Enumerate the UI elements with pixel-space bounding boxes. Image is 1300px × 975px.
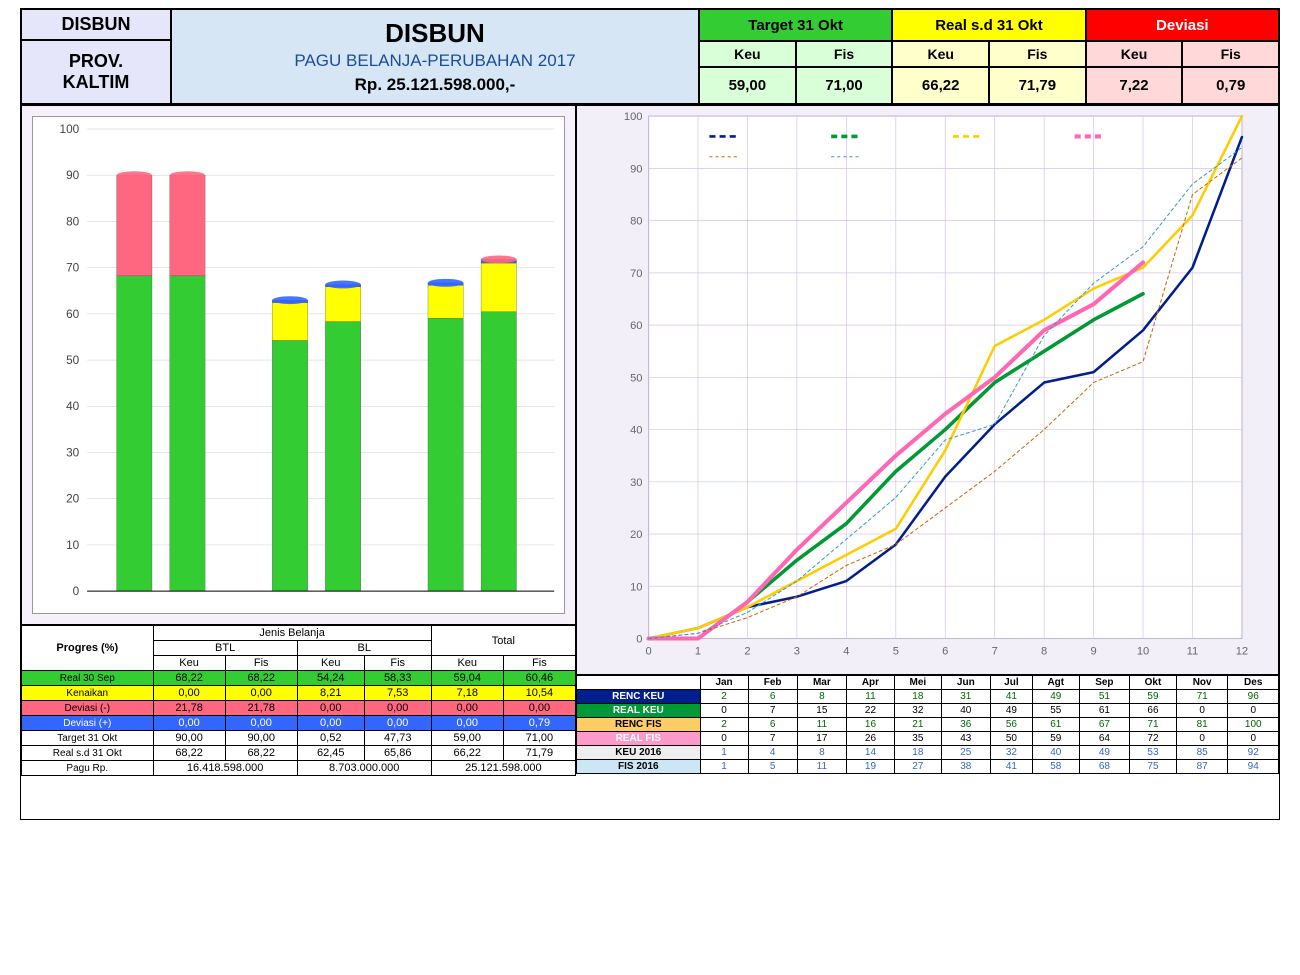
- svg-text:80: 80: [630, 216, 642, 228]
- svg-text:11: 11: [1187, 646, 1199, 658]
- svg-text:1: 1: [695, 646, 701, 658]
- status-target-label: Target 31 Okt: [699, 9, 892, 41]
- svg-text:10: 10: [66, 538, 80, 552]
- progres-table: Progres (%) Jenis Belanja Total BTLBL Ke…: [21, 625, 576, 776]
- svg-text:6: 6: [942, 646, 948, 658]
- svg-text:70: 70: [66, 261, 80, 275]
- svg-text:80: 80: [66, 214, 80, 228]
- svg-text:40: 40: [66, 399, 80, 413]
- title-sub: PAGU BELANJA-PERUBAHAN 2017: [180, 51, 690, 71]
- status-target-keu-label: Keu: [699, 41, 796, 67]
- org-prov1: PROV.: [26, 51, 166, 72]
- svg-text:9: 9: [1090, 646, 1096, 658]
- svg-text:0: 0: [636, 634, 642, 646]
- status-dev-fis-label: Fis: [1182, 41, 1279, 67]
- svg-text:50: 50: [630, 372, 642, 384]
- svg-text:90: 90: [66, 168, 80, 182]
- status-dev-label: Deviasi: [1086, 9, 1279, 41]
- org-name: DISBUN: [21, 9, 171, 40]
- status-real-label: Real s.d 31 Okt: [892, 9, 1085, 41]
- bar-chart: 0 10 20 30 40 50 60 70 80 90 100: [21, 105, 576, 625]
- charts-row: 0102030405060708090100 Progres (%) Jenis…: [21, 105, 1279, 819]
- svg-text:3: 3: [794, 646, 800, 658]
- org-block: DISBUN PROV. KALTIM: [21, 9, 171, 104]
- status-real-keu-val: 66,22: [892, 67, 989, 104]
- svg-text:10: 10: [1137, 646, 1149, 658]
- svg-text:0: 0: [645, 646, 651, 658]
- title-main: DISBUN: [180, 18, 690, 49]
- svg-text:30: 30: [66, 445, 80, 459]
- svg-text:8: 8: [1041, 646, 1047, 658]
- svg-text:60: 60: [630, 320, 642, 332]
- status-real-fis-label: Fis: [989, 41, 1086, 67]
- svg-text:50: 50: [66, 353, 80, 367]
- svg-text:12: 12: [1236, 646, 1248, 658]
- org-prov: PROV. KALTIM: [21, 40, 171, 104]
- dashboard: DISBUN PROV. KALTIM DISBUN PAGU BELANJA-…: [20, 8, 1280, 820]
- status-target-keu-val: 59,00: [699, 67, 796, 104]
- svg-text:70: 70: [630, 268, 642, 280]
- month-table: JanFebMarAprMeiJunJulAgtSepOktNovDesRENC…: [576, 675, 1279, 819]
- line-chart: 01020304050607080901000123456789101112: [576, 105, 1279, 675]
- svg-text:2: 2: [744, 646, 750, 658]
- svg-text:5: 5: [893, 646, 899, 658]
- org-prov2: KALTIM: [26, 72, 166, 93]
- status-dev-fis-val: 0,79: [1182, 67, 1279, 104]
- status-real-keu-label: Keu: [892, 41, 989, 67]
- status-dev-keu-val: 7,22: [1086, 67, 1183, 104]
- svg-text:0: 0: [73, 584, 80, 598]
- svg-text:60: 60: [66, 307, 80, 321]
- svg-text:30: 30: [630, 477, 642, 489]
- status-target-fis-val: 71,00: [796, 67, 893, 104]
- svg-text:20: 20: [630, 529, 642, 541]
- svg-text:20: 20: [66, 492, 80, 506]
- svg-text:4: 4: [843, 646, 849, 658]
- svg-text:40: 40: [630, 425, 642, 437]
- status-target-fis-label: Fis: [796, 41, 893, 67]
- svg-text:100: 100: [624, 111, 643, 123]
- header-row: DISBUN PROV. KALTIM DISBUN PAGU BELANJA-…: [21, 9, 1279, 105]
- svg-text:100: 100: [60, 122, 80, 136]
- svg-text:90: 90: [630, 163, 642, 175]
- title-block: DISBUN PAGU BELANJA-PERUBAHAN 2017 Rp. 2…: [171, 9, 699, 104]
- svg-text:7: 7: [992, 646, 998, 658]
- status-dev-keu-label: Keu: [1086, 41, 1183, 67]
- svg-text:10: 10: [630, 581, 642, 593]
- status-block: Target 31 Okt Real s.d 31 Okt Deviasi Ke…: [699, 9, 1279, 104]
- title-amount: Rp. 25.121.598.000,-: [180, 75, 690, 95]
- status-real-fis-val: 71,79: [989, 67, 1086, 104]
